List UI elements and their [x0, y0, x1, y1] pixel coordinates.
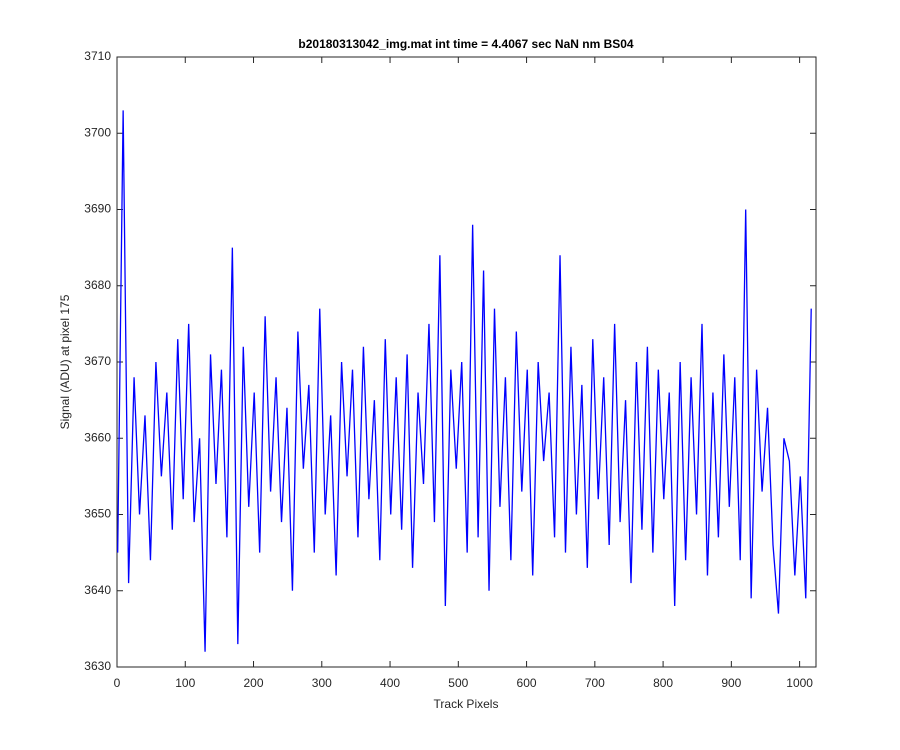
y-tick-label: 3640: [84, 583, 111, 597]
y-tick-label: 3700: [84, 125, 111, 139]
x-tick-label: 500: [448, 676, 468, 690]
y-tick-label: 3670: [84, 354, 111, 368]
chart-title: b20180313042_img.mat int time = 4.4067 s…: [298, 37, 634, 51]
x-axis-label: Track Pixels: [434, 697, 499, 711]
y-tick-label: 3650: [84, 507, 111, 521]
x-tick-label: 900: [721, 676, 741, 690]
y-tick-label: 3690: [84, 202, 111, 216]
x-tick-label: 700: [585, 676, 605, 690]
x-tick-label: 200: [244, 676, 264, 690]
x-tick-label: 100: [175, 676, 195, 690]
x-tick-label: 300: [312, 676, 332, 690]
y-tick-label: 3680: [84, 278, 111, 292]
data-line: [117, 110, 812, 652]
y-tick-label: 3630: [84, 659, 111, 673]
y-tick-label: 3660: [84, 430, 111, 444]
plot-box: [116, 56, 817, 668]
x-tick-label: 400: [380, 676, 400, 690]
x-tick-label: 600: [517, 676, 537, 690]
x-tick-label: 1000: [786, 676, 813, 690]
x-tick-label: 800: [653, 676, 673, 690]
y-axis-label: Signal (ADU) at pixel 175: [58, 294, 72, 429]
x-tick-label: 0: [114, 676, 121, 690]
y-tick-label: 3710: [84, 49, 111, 63]
